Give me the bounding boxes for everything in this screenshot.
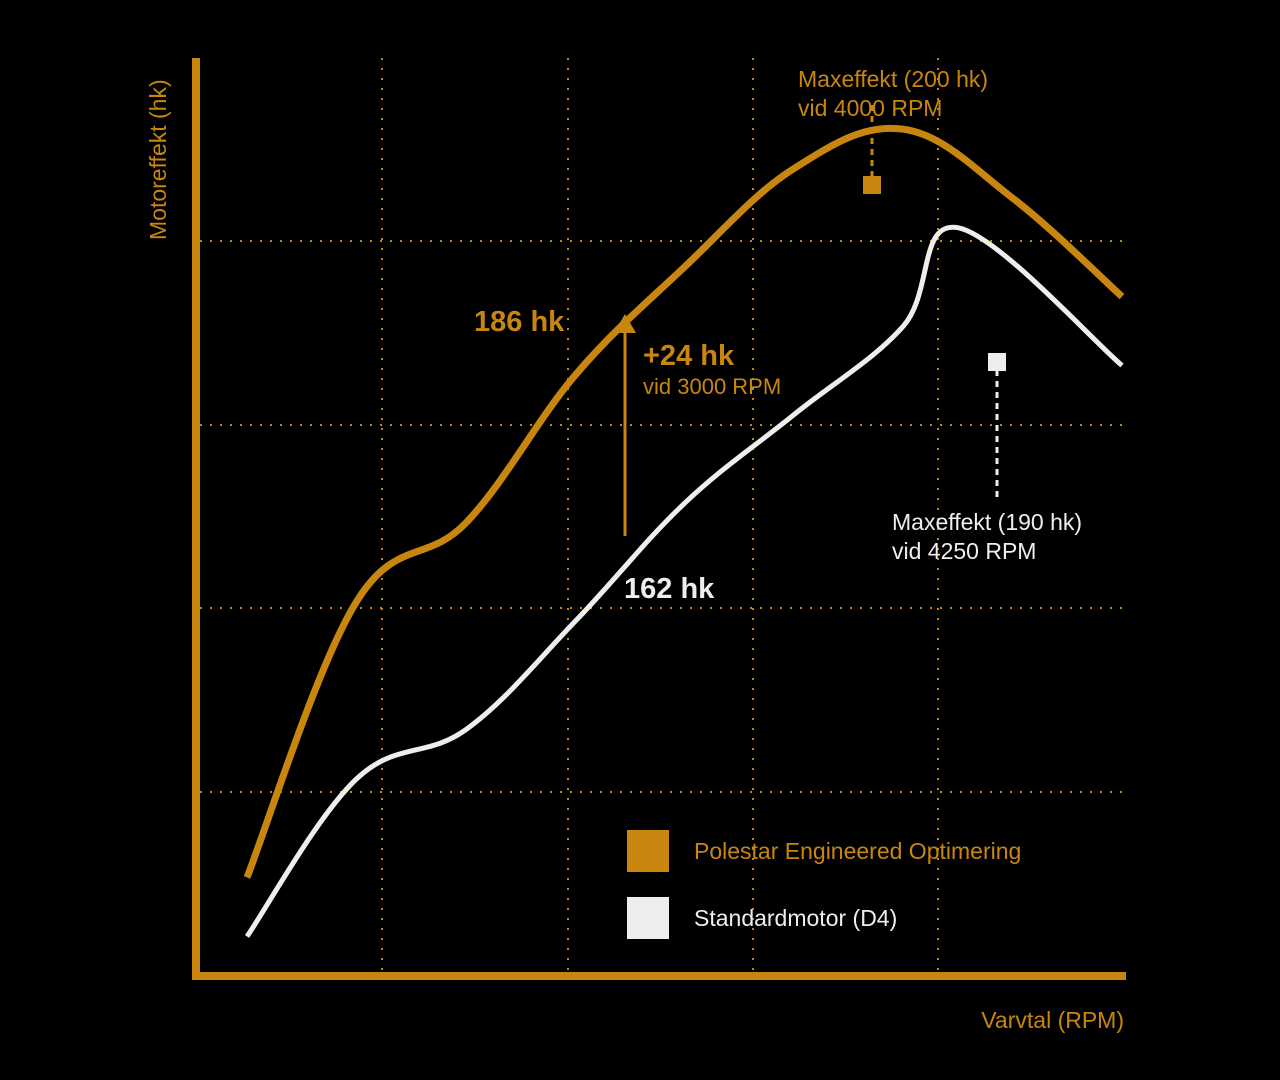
x-axis-label: Varvtal (RPM)	[981, 1007, 1124, 1033]
delta-arrow-head	[614, 314, 636, 333]
legend-swatch-white	[627, 897, 669, 939]
max-white-label-line2: vid 4250 RPM	[892, 538, 1036, 564]
delta-value-label: +24 hk	[643, 340, 735, 372]
delta-rpm-label: vid 3000 RPM	[643, 374, 781, 399]
legend-label-orange: Polestar Engineered Optimering	[694, 838, 1021, 864]
legend-swatch-orange	[627, 830, 669, 872]
max-white-label-line1: Maxeffekt (190 hk)	[892, 509, 1082, 535]
y-axis-label: Motoreffekt (hk)	[145, 79, 171, 240]
max-orange-label-line2: vid 4000 RPM	[798, 95, 942, 121]
max-orange-label-line1: Maxeffekt (200 hk)	[798, 66, 988, 92]
orange-point-label: 186 hk	[474, 306, 565, 338]
max-orange-marker	[863, 176, 881, 194]
series-line-polestar	[243, 124, 1125, 879]
delta-arrow	[614, 314, 636, 536]
legend-label-white: Standardmotor (D4)	[694, 905, 897, 931]
legend: Polestar Engineered Optimering Standardm…	[627, 830, 1021, 939]
series-layer	[243, 124, 1125, 938]
max-white-marker	[988, 353, 1006, 371]
grid-lines	[200, 58, 1124, 970]
white-point-label: 162 hk	[624, 573, 715, 605]
series-line-standard	[244, 224, 1124, 938]
